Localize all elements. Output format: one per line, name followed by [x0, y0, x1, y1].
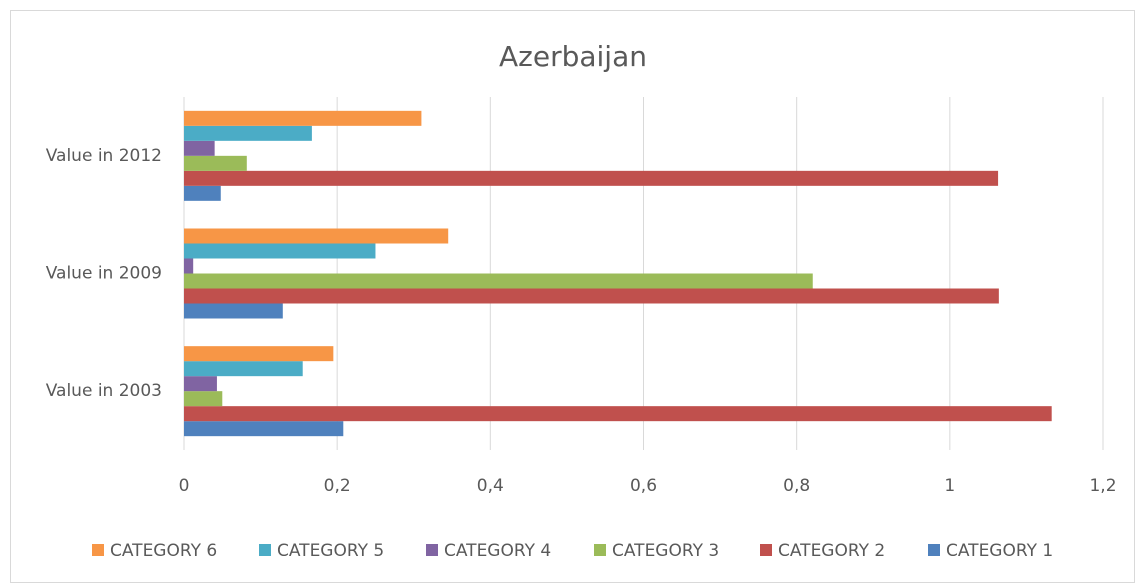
x-tick-label: 0,8 — [783, 476, 810, 496]
legend-swatch — [426, 544, 438, 556]
bar — [184, 110, 422, 126]
bar — [184, 185, 221, 201]
y-tick-label: Value in 2009 — [46, 264, 162, 284]
legend-label: CATEGORY 2 — [778, 541, 885, 561]
bar — [184, 258, 194, 274]
bar — [184, 303, 283, 319]
legend-swatch — [760, 544, 772, 556]
legend-swatch — [259, 544, 271, 556]
bar — [184, 273, 813, 289]
bar — [184, 346, 334, 362]
bar — [184, 361, 303, 377]
legend-label: CATEGORY 4 — [444, 541, 551, 561]
bar — [184, 243, 376, 259]
chart-title: Azerbaijan — [499, 40, 647, 73]
legend-label: CATEGORY 1 — [946, 541, 1053, 561]
x-tick-label: 0,6 — [630, 476, 657, 496]
bar — [184, 228, 449, 244]
bar — [184, 288, 999, 304]
x-tick-label: 1,2 — [1089, 476, 1116, 496]
bar — [184, 155, 247, 171]
y-tick-label: Value in 2003 — [46, 381, 162, 401]
bar — [184, 406, 1052, 422]
bar — [184, 140, 215, 156]
bar — [184, 170, 999, 186]
legend-label: CATEGORY 5 — [277, 541, 384, 561]
bar — [184, 125, 312, 141]
legend-swatch — [928, 544, 940, 556]
x-tick-label: 0 — [179, 476, 190, 496]
x-tick-label: 0,4 — [477, 476, 504, 496]
x-tick-label: 1 — [944, 476, 955, 496]
x-tick-label: 0,2 — [324, 476, 351, 496]
legend-label: CATEGORY 3 — [612, 541, 719, 561]
legend-label: CATEGORY 6 — [110, 541, 217, 561]
legend-swatch — [92, 544, 104, 556]
bar — [184, 391, 223, 407]
bar — [184, 421, 344, 437]
y-tick-label: Value in 2012 — [46, 146, 162, 166]
legend-swatch — [594, 544, 606, 556]
bar — [184, 376, 217, 392]
